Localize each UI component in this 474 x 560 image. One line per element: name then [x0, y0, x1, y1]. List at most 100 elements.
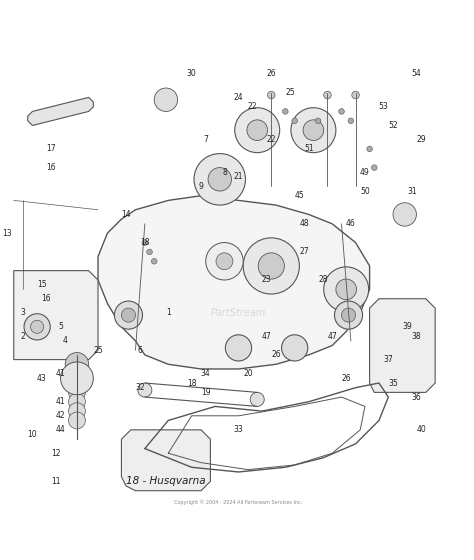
Text: 35: 35	[388, 379, 398, 388]
Circle shape	[114, 301, 143, 329]
Text: 3: 3	[21, 308, 26, 318]
Circle shape	[142, 240, 147, 245]
Circle shape	[336, 279, 356, 300]
Circle shape	[69, 365, 85, 382]
Text: 12: 12	[51, 449, 61, 458]
Circle shape	[348, 118, 354, 124]
Circle shape	[324, 91, 331, 99]
Text: 43: 43	[37, 374, 47, 383]
Text: 22: 22	[248, 102, 257, 111]
Text: 42: 42	[56, 411, 65, 421]
Text: 2: 2	[21, 332, 26, 340]
Circle shape	[69, 375, 85, 391]
Circle shape	[65, 353, 89, 376]
Circle shape	[292, 118, 298, 124]
Text: 34: 34	[201, 369, 210, 378]
Circle shape	[267, 91, 275, 99]
Circle shape	[206, 242, 243, 280]
Circle shape	[31, 320, 44, 333]
Circle shape	[291, 108, 336, 153]
Circle shape	[341, 308, 356, 322]
Text: 6: 6	[138, 346, 143, 354]
Circle shape	[225, 335, 252, 361]
Polygon shape	[98, 195, 370, 369]
Text: 37: 37	[383, 355, 393, 364]
Text: 16: 16	[46, 163, 56, 172]
Circle shape	[208, 167, 231, 191]
Text: 8: 8	[222, 168, 227, 177]
Circle shape	[303, 120, 324, 141]
Circle shape	[283, 109, 288, 114]
Text: 49: 49	[360, 168, 370, 177]
Circle shape	[69, 384, 85, 401]
Text: 26: 26	[341, 374, 351, 383]
Text: 23: 23	[262, 276, 272, 284]
Circle shape	[24, 314, 50, 340]
Text: 48: 48	[299, 220, 309, 228]
Text: 21: 21	[234, 172, 243, 181]
Circle shape	[315, 118, 321, 124]
Circle shape	[335, 301, 363, 329]
Text: 27: 27	[299, 248, 309, 256]
Text: 10: 10	[27, 430, 37, 439]
Circle shape	[61, 362, 93, 395]
Circle shape	[243, 238, 300, 294]
Circle shape	[352, 91, 359, 99]
Text: 17: 17	[46, 144, 56, 153]
Polygon shape	[14, 270, 98, 360]
Circle shape	[151, 259, 157, 264]
Text: 13: 13	[2, 228, 11, 237]
Text: 47: 47	[262, 332, 272, 340]
Text: 4: 4	[63, 337, 68, 346]
Circle shape	[147, 249, 152, 255]
Text: 26: 26	[266, 69, 276, 78]
Text: 54: 54	[411, 69, 421, 78]
Polygon shape	[121, 430, 210, 491]
Circle shape	[138, 383, 152, 397]
Circle shape	[339, 109, 344, 114]
Circle shape	[121, 308, 136, 322]
Text: Copyright © 2004 - 2024 All Partsream Services Inc.: Copyright © 2004 - 2024 All Partsream Se…	[174, 500, 302, 505]
Text: 26: 26	[271, 351, 281, 360]
Text: 25: 25	[285, 88, 295, 97]
Text: 45: 45	[294, 191, 304, 200]
Text: 22: 22	[266, 135, 276, 144]
Text: 52: 52	[388, 121, 398, 130]
Polygon shape	[28, 97, 93, 125]
Text: 9: 9	[199, 182, 203, 191]
Text: 16: 16	[42, 294, 51, 303]
Text: 24: 24	[234, 93, 243, 102]
Text: 32: 32	[136, 383, 145, 392]
Circle shape	[324, 267, 369, 312]
Text: 41: 41	[56, 397, 65, 406]
Text: 28: 28	[318, 276, 328, 284]
Text: 41: 41	[56, 369, 65, 378]
Text: 1: 1	[166, 308, 171, 318]
Text: 19: 19	[201, 388, 210, 397]
Text: 29: 29	[416, 135, 426, 144]
Text: 46: 46	[346, 220, 356, 228]
Text: 15: 15	[37, 280, 46, 289]
Text: 50: 50	[360, 186, 370, 195]
Text: 7: 7	[203, 135, 208, 144]
Circle shape	[154, 88, 178, 111]
Text: 51: 51	[304, 144, 313, 153]
Circle shape	[282, 335, 308, 361]
Text: 18: 18	[140, 238, 150, 247]
Text: 14: 14	[121, 210, 131, 219]
Text: 20: 20	[243, 369, 253, 378]
Text: 36: 36	[411, 393, 421, 402]
Text: 47: 47	[327, 332, 337, 340]
Circle shape	[216, 253, 233, 270]
Text: 18 - Husqvarna: 18 - Husqvarna	[126, 477, 206, 486]
Circle shape	[69, 393, 85, 410]
Circle shape	[69, 412, 85, 429]
Circle shape	[367, 146, 373, 152]
Circle shape	[235, 108, 280, 153]
Text: 39: 39	[402, 323, 412, 332]
Circle shape	[69, 403, 85, 419]
Text: 25: 25	[93, 346, 103, 354]
Circle shape	[250, 393, 264, 407]
Text: 53: 53	[379, 102, 389, 111]
Circle shape	[247, 120, 267, 141]
